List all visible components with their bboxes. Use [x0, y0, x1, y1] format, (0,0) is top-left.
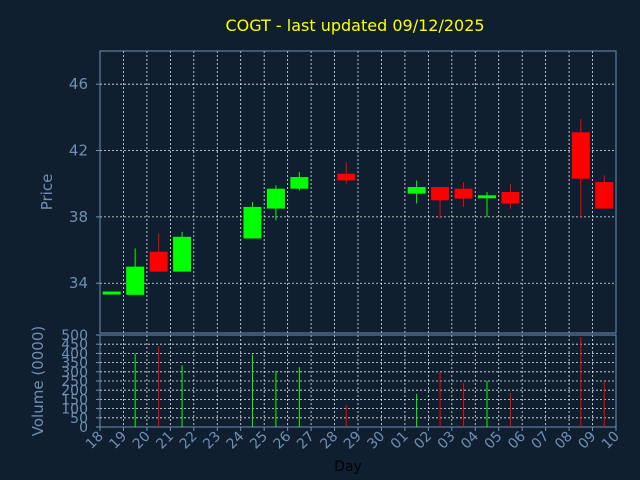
day-tick-label: 25	[247, 429, 271, 453]
price-tick-label: 42	[69, 142, 88, 160]
day-tick-label: 04	[458, 428, 482, 452]
candle-body-08	[571, 132, 590, 179]
chart-title: COGT - last updated 09/12/2025	[225, 16, 484, 35]
volume-tick-label: 200	[61, 383, 88, 399]
candle-body-24	[243, 206, 262, 239]
candle-body-03	[454, 188, 473, 199]
candle-body-04	[478, 195, 496, 199]
volume-axis-label: Volume (0000)	[29, 326, 47, 436]
day-tick-label: 29	[341, 429, 365, 453]
day-tick-label: 09	[575, 429, 599, 453]
price-axis-label: Price	[38, 174, 56, 211]
price-tick-label: 46	[69, 75, 88, 93]
volume-tick-label: 300	[61, 365, 88, 381]
volume-tick-label: 0	[79, 420, 88, 436]
candle-body-21	[173, 236, 192, 272]
volume-tick-label: 500	[61, 328, 88, 344]
volume-tick-label: 400	[61, 346, 88, 362]
day-tick-label: 02	[411, 429, 435, 453]
day-tick-label: 10	[599, 429, 623, 453]
day-tick-label: 26	[271, 428, 295, 452]
price-tick-label: 34	[69, 274, 88, 292]
candle-body-01	[407, 187, 426, 194]
volume-tick-label: 150	[61, 392, 88, 408]
price-tick-label: 38	[69, 208, 88, 226]
volume-tick-label: 250	[61, 374, 88, 390]
day-tick-label: 28	[317, 429, 341, 453]
day-tick-label: 21	[153, 429, 177, 453]
candle-body-28	[337, 173, 356, 181]
day-tick-label: 06	[505, 428, 529, 452]
day-tick-label: 22	[177, 429, 201, 453]
day-tick-label: 30	[364, 429, 388, 453]
day-tick-label: 05	[482, 429, 506, 453]
day-axis-label: Day	[334, 459, 362, 475]
candle-body-02	[431, 187, 450, 201]
day-tick-label: 19	[106, 429, 130, 453]
day-tick-label: 07	[529, 429, 553, 453]
day-tick-label: 03	[435, 429, 459, 453]
candle-body-18	[102, 291, 121, 295]
volume-plot-frame	[99, 334, 617, 428]
price-panel: 34 38 42 46	[69, 50, 617, 334]
volume-tick-label: 50	[70, 411, 88, 427]
day-tick-label: 08	[552, 429, 576, 453]
volume-tick-label: 100	[61, 402, 88, 418]
candle-body-25	[266, 188, 285, 209]
candle-body-26	[290, 177, 309, 189]
day-tick-label: 20	[130, 429, 154, 453]
volume-tick-label: 350	[61, 356, 88, 372]
day-tick-label: 24	[224, 428, 248, 452]
price-plot-frame	[99, 50, 617, 334]
volume-panel: 18 19 20 21 22 23 24 25 26 27 28 29 30 01 02 03 04 05 06 07…	[61, 328, 623, 452]
day-tick-label: 01	[388, 429, 412, 453]
day-tick-label: 27	[294, 429, 318, 453]
volume-tick-label: 450	[61, 337, 88, 353]
candle-body-20	[149, 251, 168, 272]
candle-body-09	[595, 182, 614, 209]
candle-body-19	[126, 266, 145, 295]
candle-body-05	[501, 192, 520, 204]
day-tick-label: 23	[200, 429, 224, 453]
